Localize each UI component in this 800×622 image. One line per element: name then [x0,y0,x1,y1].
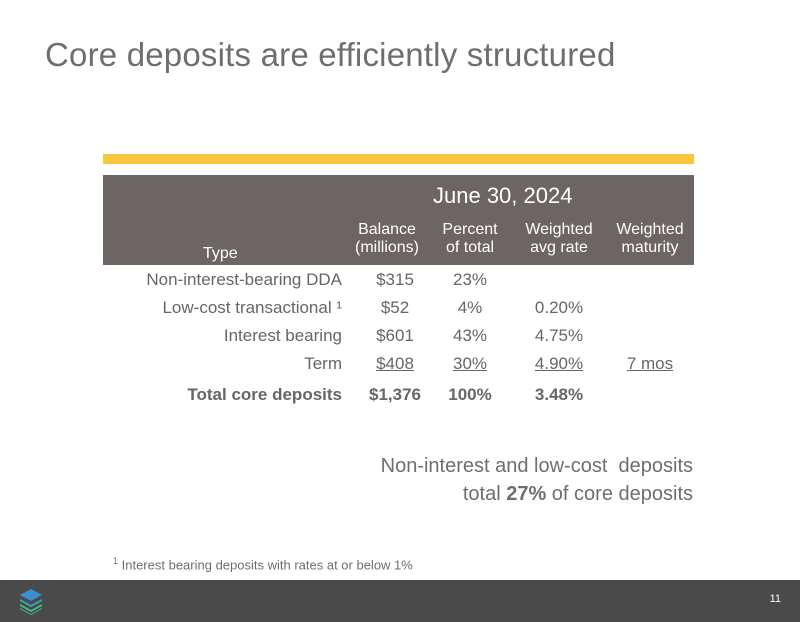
accent-bar [103,154,694,164]
slide-title: Core deposits are efficiently structured [45,36,616,73]
header-balance: Balance (millions) [355,221,419,256]
layered-stack-logo-icon [20,589,42,615]
table-row: Interest bearing $601 43% 4.75% [223,326,584,345]
table-row: Term $408 30% 4.90% 7 mos [304,354,674,373]
period-label: June 30, 2024 [433,183,573,208]
table-row: Non-interest-bearing DDA $315 23% [146,270,488,289]
footer-bar: 11 [0,580,800,622]
table-header: June 30, 2024 Balance (millions) Percent… [103,175,694,265]
header-percent: Percent of total [442,221,498,256]
footnote: 1 Interest bearing deposits with rates a… [113,556,413,573]
header-rate: Weighted avg rate [525,221,593,256]
header-type: Type [203,245,238,262]
callout-text: Non-interest and low-cost deposits total… [380,455,693,505]
page-number: 11 [769,593,781,605]
table-row: Low-cost transactional ¹ $52 4% 0.20% [162,298,584,317]
table-total-row: Total core deposits $1,376 100% 3.48% [187,385,584,404]
header-maturity: Weighted maturity [616,221,684,256]
